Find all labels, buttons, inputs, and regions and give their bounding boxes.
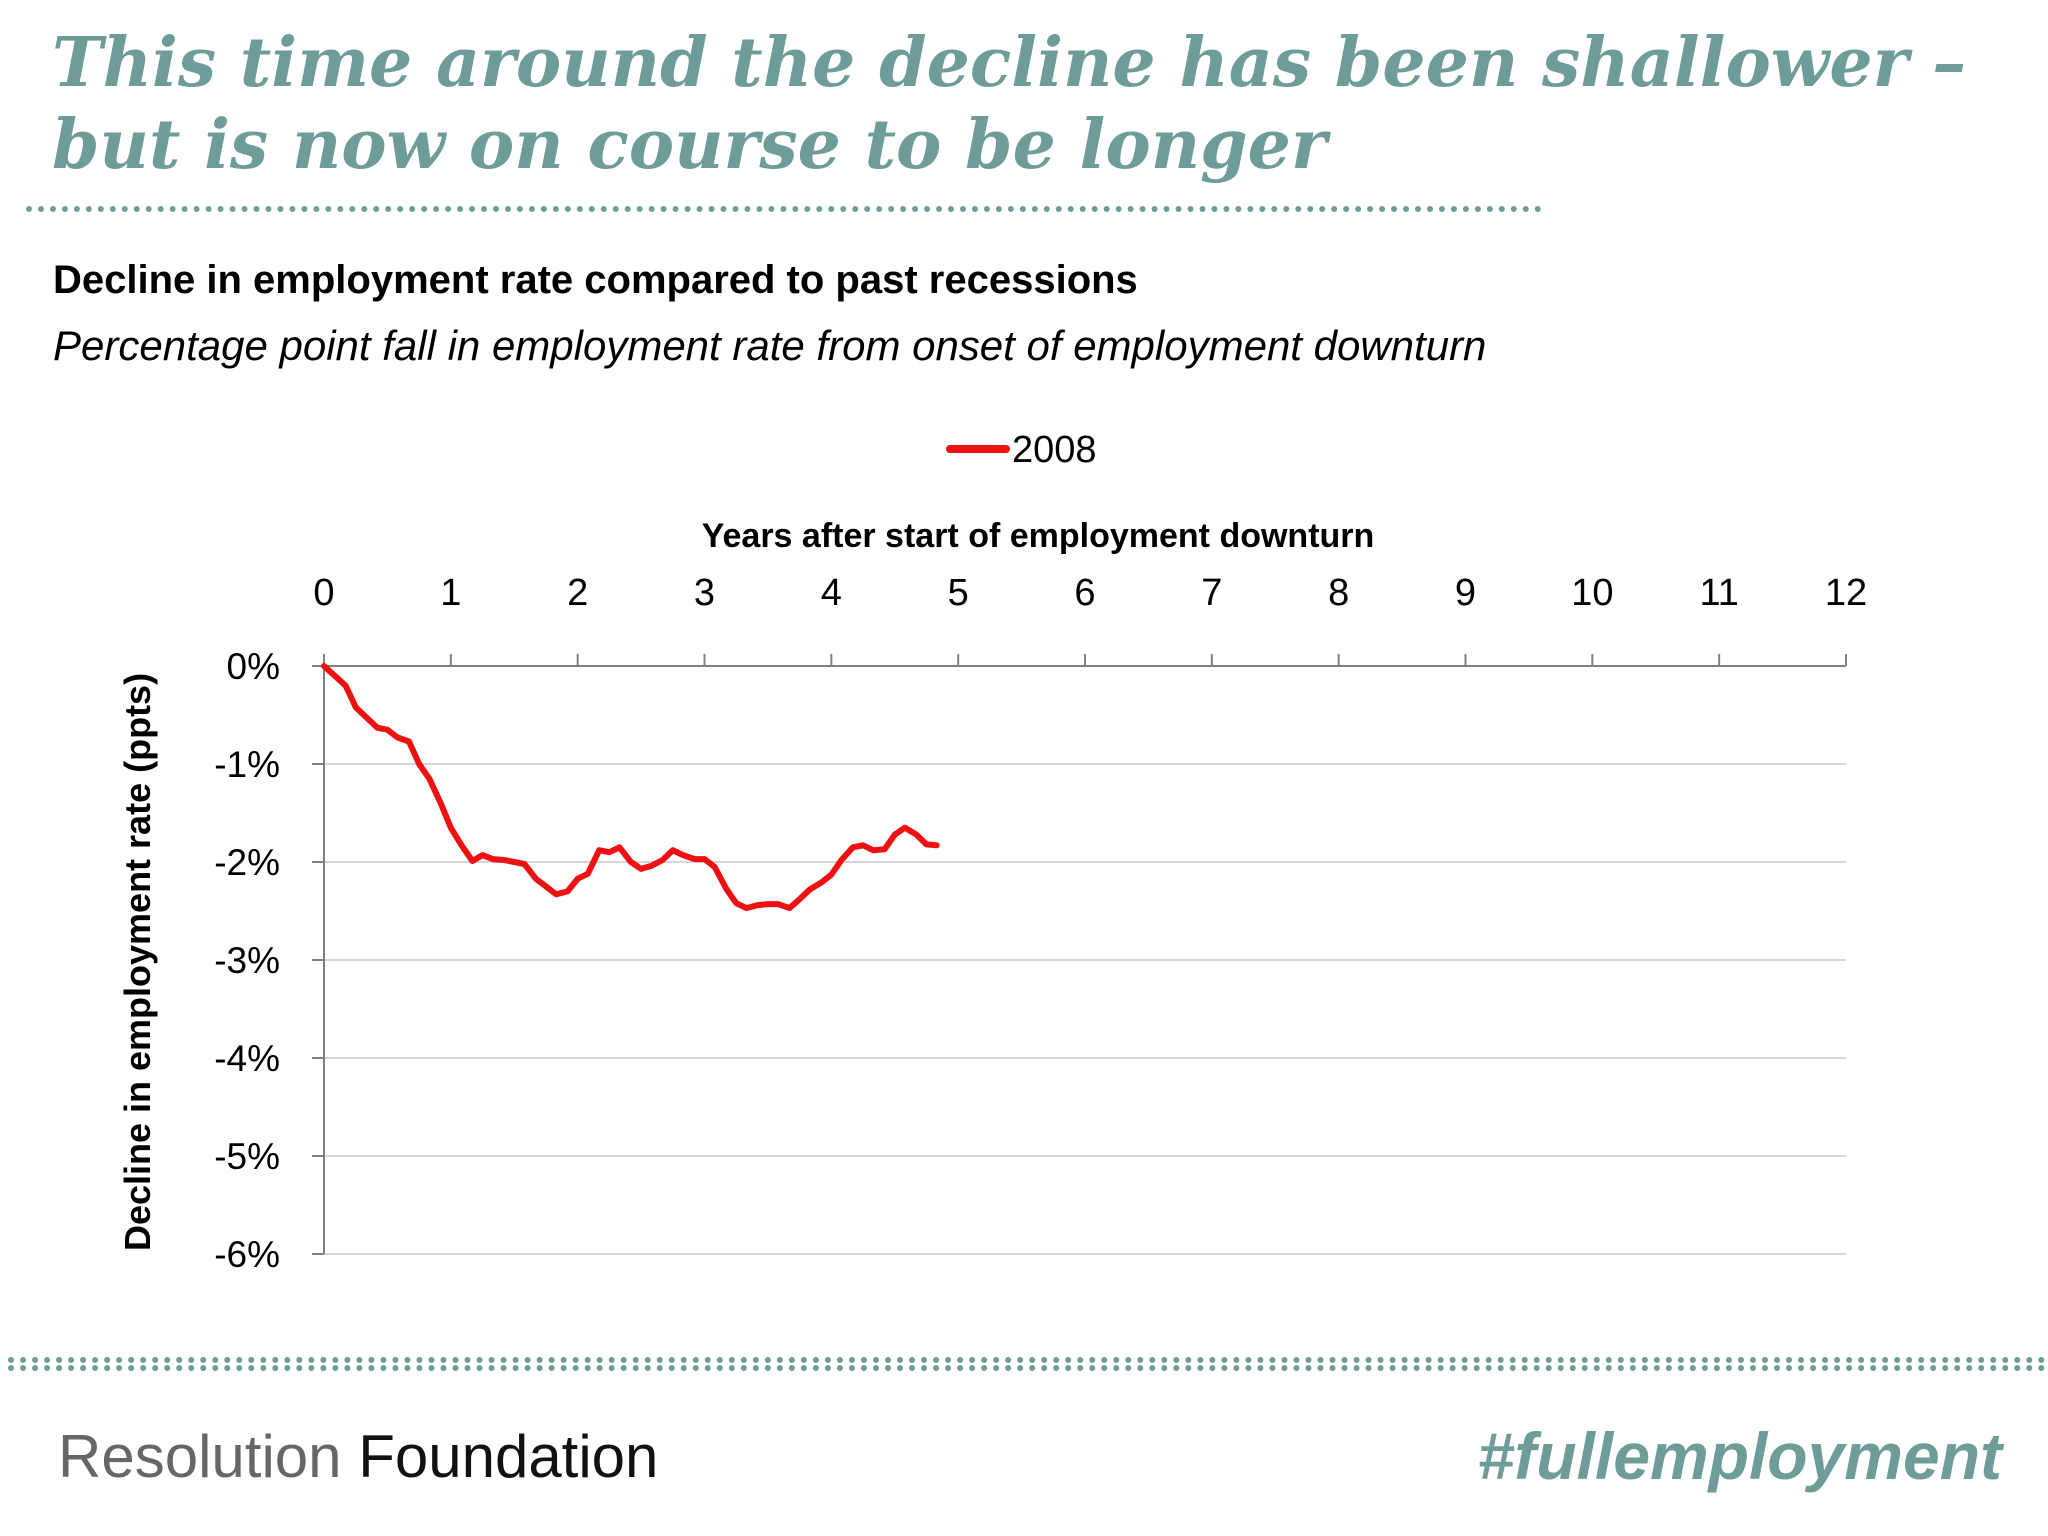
series-line-2008 [321, 663, 940, 912]
y-tick-label: 0% [227, 646, 280, 687]
x-tick-label: 12 [1825, 572, 1867, 614]
y-tick-label: -2% [214, 842, 280, 883]
hashtag: #fullemployment [1477, 1419, 2002, 1493]
employment-decline-chart: 0 1 2 3 4 5 6 7 8 9 10 11 12 0%-1%-2%-3%-4%-5%-6% Ye… [117, 429, 1867, 1275]
series-lines [321, 663, 940, 912]
x-tick-label: 8 [1328, 572, 1349, 614]
x-tick-label: 4 [821, 572, 842, 614]
resolution-foundation-logo: Resolution Foundation [58, 1422, 658, 1491]
x-tick-labels: 0 1 2 3 4 5 6 7 8 9 10 11 12 [313, 572, 1867, 614]
logo-word-foundation: Foundation [358, 1423, 659, 1490]
x-tick-label: 2 [567, 572, 588, 614]
slide-title: This time around the decline has been sh… [52, 23, 1967, 185]
logo-word-resolution: Resolution [58, 1423, 342, 1490]
y-tick-label: -6% [214, 1234, 280, 1275]
x-tick-label: 6 [1074, 572, 1095, 614]
y-tick-label: -3% [214, 940, 280, 981]
y-tick-label: -5% [214, 1136, 280, 1177]
dotted-divider-bottom [8, 1357, 2046, 1371]
axes [312, 654, 1847, 1255]
legend-label-2008: 2008 [1012, 429, 1097, 471]
x-tick-label: 11 [1699, 572, 1738, 614]
y-tick-label: -4% [214, 1038, 280, 1079]
x-tick-label: 1 [440, 572, 461, 614]
x-tick-label: 5 [948, 572, 969, 614]
x-tick-label: 10 [1571, 572, 1613, 614]
y-tick-labels: 0% -1% -2% -3% -4% -5% -6% [214, 646, 280, 1275]
chart-title: Decline in employment rate compared to p… [53, 258, 1138, 302]
x-tick-label: 3 [694, 572, 715, 614]
x-tick-label: 7 [1201, 572, 1222, 614]
x-tick-label: 9 [1455, 572, 1476, 614]
dotted-divider-top [26, 206, 1542, 212]
gridlines [324, 763, 1846, 1255]
x-tick-label: 0 [313, 572, 334, 614]
x-axis-label: Years after start of employment downturn [702, 517, 1375, 555]
chart-subtitle: Percentage point fall in employment rate… [53, 322, 1487, 369]
y-axis-label: Decline in employment rate (ppts) [117, 673, 158, 1251]
y-tick-label: -1% [214, 744, 280, 785]
legend: 2008 [946, 429, 1097, 471]
